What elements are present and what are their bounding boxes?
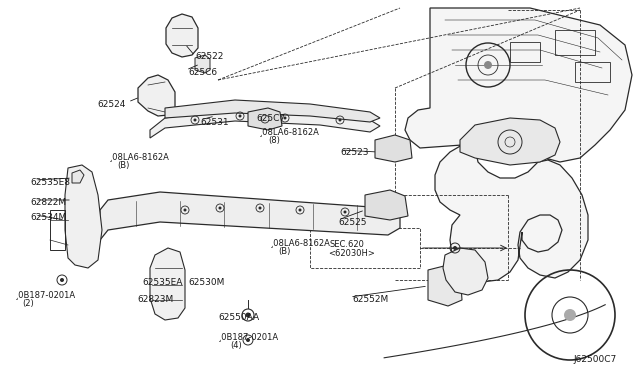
Text: 62552M: 62552M [352, 295, 388, 304]
Polygon shape [165, 100, 380, 122]
Polygon shape [100, 192, 400, 240]
Polygon shape [150, 248, 185, 320]
Circle shape [344, 211, 346, 214]
Polygon shape [460, 118, 560, 165]
Polygon shape [443, 248, 488, 295]
Polygon shape [72, 170, 84, 183]
Circle shape [453, 246, 457, 250]
Text: 62823M: 62823M [137, 295, 173, 304]
Circle shape [60, 278, 64, 282]
Text: 62524: 62524 [97, 100, 125, 109]
Circle shape [298, 208, 301, 212]
Polygon shape [405, 8, 632, 282]
Text: SEC.620: SEC.620 [330, 240, 365, 249]
Text: (B): (B) [278, 247, 291, 256]
Text: ¸0B187-0201A: ¸0B187-0201A [15, 290, 76, 299]
Text: ¸08LA6-8162A: ¸08LA6-8162A [109, 152, 170, 161]
Text: 62522: 62522 [195, 52, 223, 61]
Bar [510, 42, 540, 62]
Text: ¸08LA6-8162A: ¸08LA6-8162A [259, 127, 320, 136]
Text: (8): (8) [268, 136, 280, 145]
Bar [50, 210, 65, 250]
Text: 625C7: 625C7 [256, 114, 285, 123]
Bar [555, 30, 595, 55]
Bar [575, 62, 610, 82]
Circle shape [193, 119, 196, 122]
Circle shape [564, 309, 576, 321]
Polygon shape [195, 55, 210, 73]
Circle shape [284, 116, 287, 119]
Text: (2): (2) [22, 299, 34, 308]
Polygon shape [375, 135, 412, 162]
Text: 62550AA: 62550AA [218, 313, 259, 322]
Text: 62523: 62523 [340, 148, 369, 157]
Text: 62822M: 62822M [30, 198, 66, 207]
Polygon shape [138, 75, 175, 116]
Text: ¸0B187-0201A: ¸0B187-0201A [218, 332, 279, 341]
Text: 62535EA: 62535EA [142, 278, 182, 287]
Polygon shape [428, 265, 462, 306]
Text: J62500C7: J62500C7 [573, 355, 616, 364]
Circle shape [339, 119, 342, 122]
Polygon shape [150, 108, 380, 138]
Text: (4): (4) [230, 341, 242, 350]
Text: 625C6: 625C6 [188, 68, 217, 77]
Circle shape [246, 338, 250, 342]
Circle shape [184, 208, 186, 212]
Text: 62534M: 62534M [30, 213, 67, 222]
Text: 62530M: 62530M [188, 278, 225, 287]
Circle shape [484, 61, 492, 69]
Circle shape [239, 115, 241, 118]
Text: 62531: 62531 [200, 118, 228, 127]
Circle shape [259, 206, 262, 209]
Text: ¸08LA6-8162A: ¸08LA6-8162A [270, 238, 331, 247]
Polygon shape [65, 165, 102, 268]
Circle shape [218, 206, 221, 209]
Polygon shape [248, 108, 282, 130]
Polygon shape [166, 14, 198, 57]
Polygon shape [365, 190, 408, 220]
Text: (B): (B) [117, 161, 129, 170]
Circle shape [246, 312, 250, 317]
Text: <62030H>: <62030H> [328, 249, 375, 258]
Text: 62525: 62525 [338, 218, 367, 227]
Text: 62535E8: 62535E8 [30, 178, 70, 187]
